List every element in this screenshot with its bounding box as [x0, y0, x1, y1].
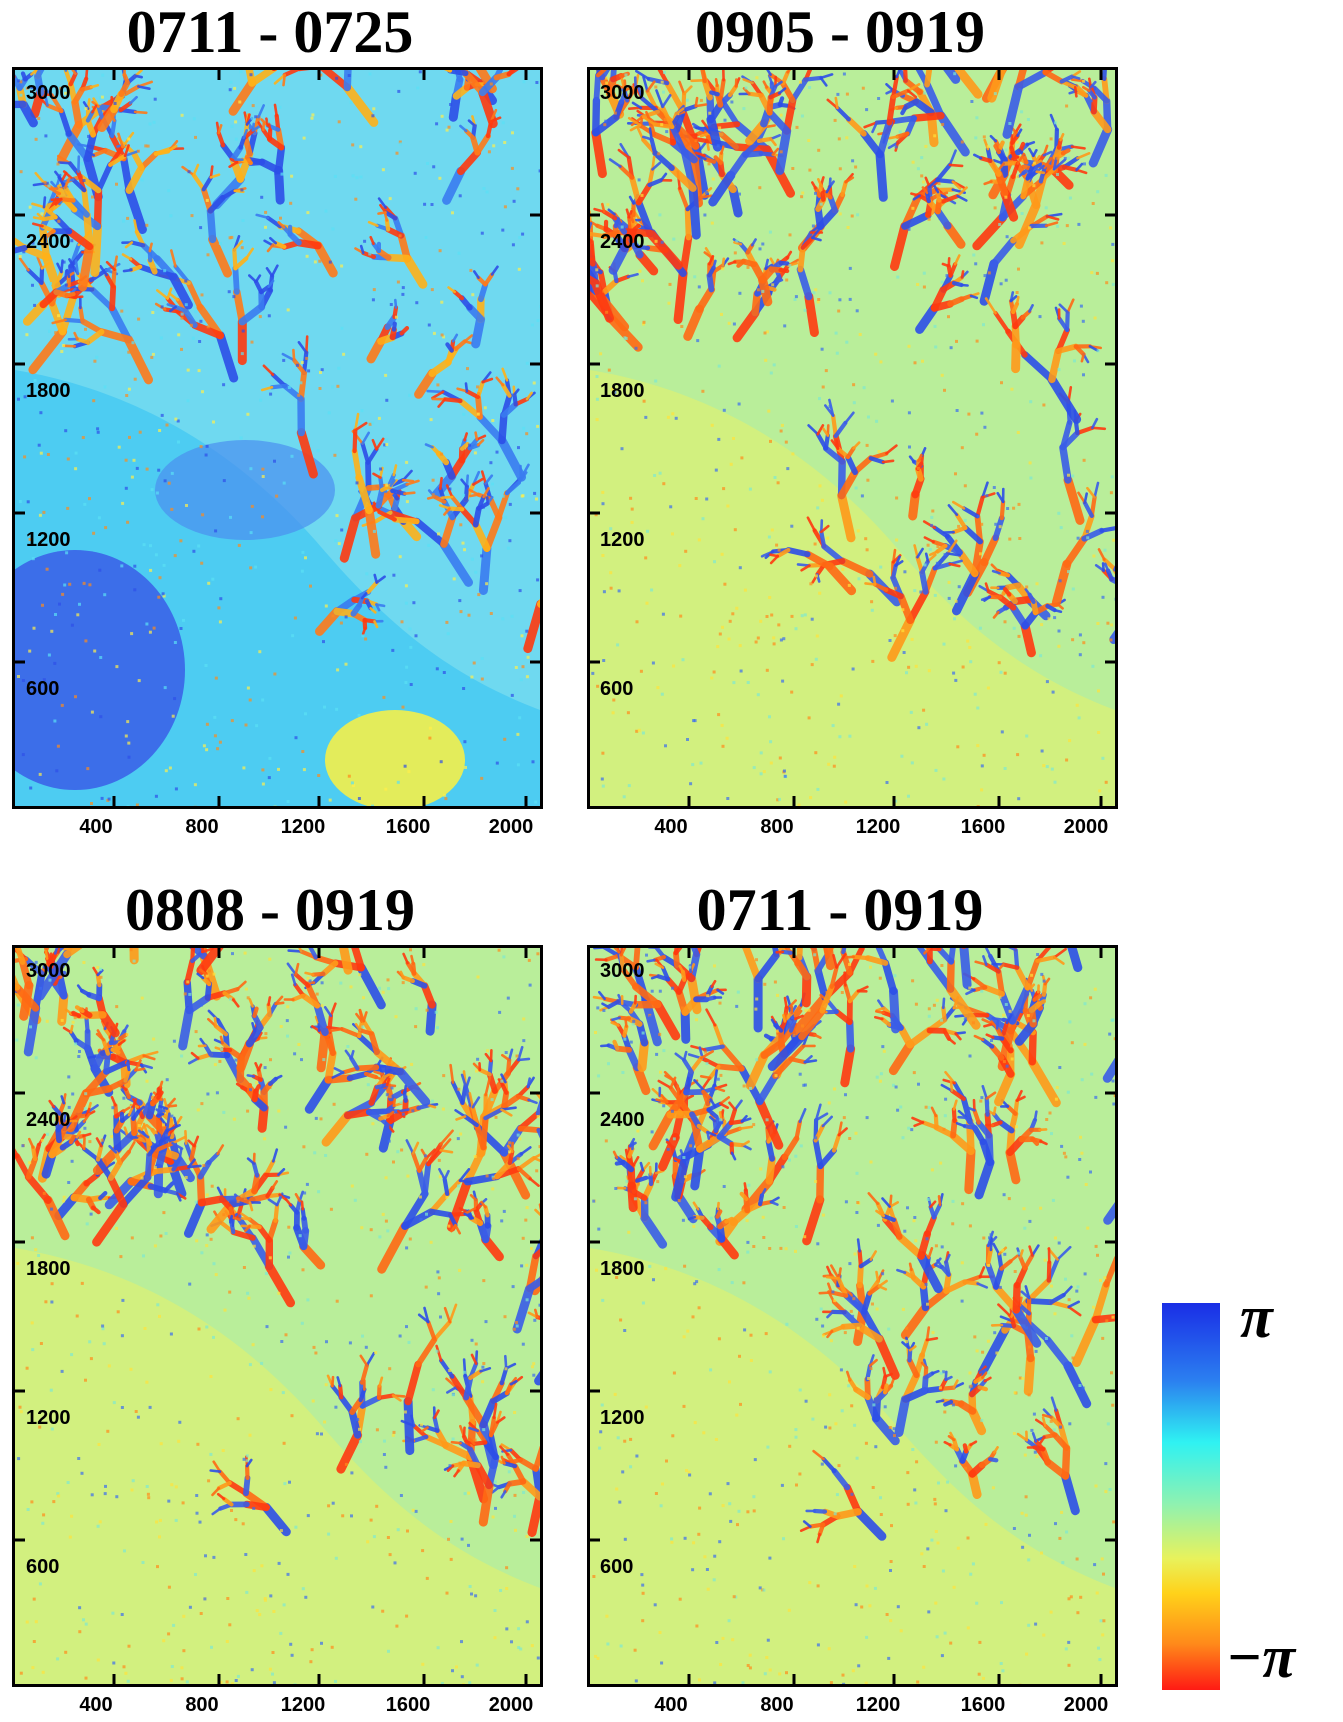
panel-title-3: 0808 - 0919	[125, 877, 415, 943]
x-tick-label: 2000	[1063, 1694, 1109, 1716]
phase-texture	[15, 70, 540, 806]
colorbar-min-label: −π	[1226, 1624, 1296, 1690]
y-tick-label: 3000	[600, 82, 645, 104]
x-tick-label: 2000	[1063, 816, 1109, 838]
interferogram-map-3	[12, 945, 543, 1687]
panel-title-1: 0711 - 0725	[126, 0, 414, 65]
y-tick-label: 600	[26, 1556, 60, 1578]
x-tick-label: 400	[654, 816, 688, 838]
y-tick-label: 1800	[600, 380, 645, 402]
x-tick-label: 2000	[488, 1694, 534, 1716]
x-tick-label: 800	[185, 1694, 219, 1716]
y-tick-label: 600	[26, 678, 60, 700]
y-tick-label: 1200	[600, 1407, 645, 1429]
y-tick-label: 2400	[26, 231, 71, 253]
y-tick-label: 1200	[26, 529, 71, 551]
y-tick-label: 600	[600, 1556, 634, 1578]
phase-texture	[15, 948, 540, 1684]
panel-title-2: 0905 - 0919	[695, 0, 985, 65]
y-tick-label: 2400	[26, 1109, 71, 1131]
x-tick-label: 1200	[280, 816, 326, 838]
y-tick-label: 1200	[26, 1407, 71, 1429]
y-tick-label: 1800	[26, 1258, 71, 1280]
x-tick-label: 1200	[855, 1694, 901, 1716]
x-tick-label: 1600	[385, 816, 431, 838]
x-tick-label: 400	[79, 1694, 113, 1716]
panel-title-4: 0711 - 0919	[696, 877, 984, 943]
x-tick-label: 800	[760, 816, 794, 838]
y-tick-label: 2400	[600, 231, 645, 253]
y-tick-label: 3000	[600, 960, 645, 982]
x-tick-label: 2000	[488, 816, 534, 838]
y-tick-label: 2400	[600, 1109, 645, 1131]
y-tick-label: 3000	[26, 960, 71, 982]
y-tick-label: 1800	[600, 1258, 645, 1280]
phase-texture	[590, 948, 1115, 1684]
phase-texture	[590, 70, 1115, 806]
interferogram-map-1	[12, 67, 543, 809]
y-tick-label: 1200	[600, 529, 645, 551]
y-tick-label: 3000	[26, 82, 71, 104]
x-tick-label: 1600	[385, 1694, 431, 1716]
interferogram-map-4	[587, 945, 1118, 1687]
x-tick-label: 1600	[960, 1694, 1006, 1716]
y-tick-label: 1800	[26, 380, 71, 402]
x-tick-label: 1200	[280, 1694, 326, 1716]
x-tick-label: 1600	[960, 816, 1006, 838]
x-tick-label: 800	[760, 1694, 794, 1716]
x-tick-label: 800	[185, 816, 219, 838]
phase-colorbar	[1162, 1303, 1220, 1690]
y-tick-label: 600	[600, 678, 634, 700]
colorbar-max-label: π	[1240, 1284, 1273, 1350]
interferogram-map-2	[587, 67, 1118, 809]
x-tick-label: 400	[654, 1694, 688, 1716]
x-tick-label: 1200	[855, 816, 901, 838]
x-tick-label: 400	[79, 816, 113, 838]
